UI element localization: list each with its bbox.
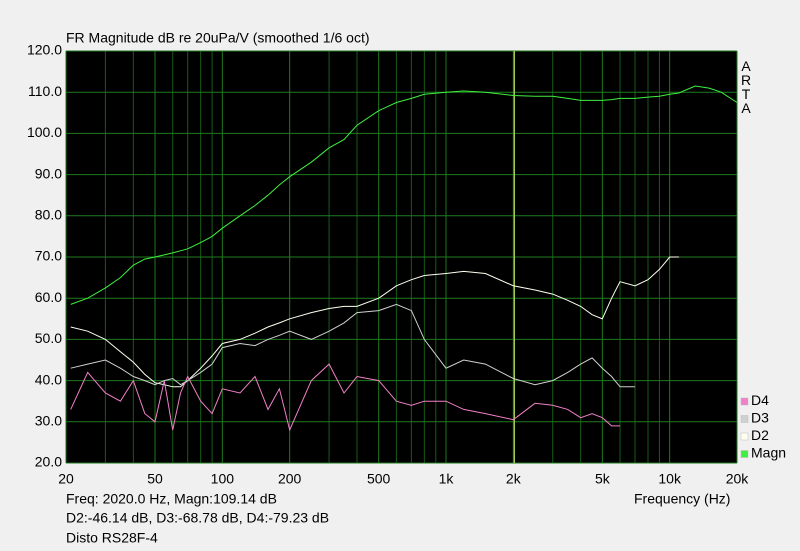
readout: Disto RS28F-4	[66, 530, 158, 546]
x-tick-label: 500	[367, 471, 391, 487]
legend-swatch	[740, 432, 749, 441]
y-tick-label: 110.0	[28, 83, 62, 99]
y-tick-label: 40.0	[35, 371, 62, 387]
y-tick-label: 60.0	[35, 289, 62, 305]
x-tick-label: 10k	[658, 471, 682, 487]
legend-label: D2	[751, 427, 769, 443]
series-line	[70, 85, 738, 305]
x-tick-label: 2k	[506, 471, 522, 487]
legend-label: D3	[751, 410, 769, 426]
y-tick-label: 50.0	[35, 330, 62, 346]
y-tick-label: 80.0	[35, 207, 62, 223]
y-tick-label: 100.0	[27, 124, 62, 140]
x-tick-label: 20	[58, 471, 74, 487]
x-tick-label: 200	[278, 471, 302, 487]
readout: Freq: 2020.0 Hz, Magn:109.14 dB	[66, 491, 277, 507]
legend-swatch	[740, 397, 749, 406]
x-tick-label: 20k	[726, 471, 750, 487]
legend-swatch	[740, 450, 749, 458]
chart-title: FR Magnitude dB re 20uPa/V (smoothed 1/6…	[66, 30, 370, 46]
series-line	[70, 303, 635, 388]
series-line	[70, 256, 679, 388]
y-tick-label: 20.0	[35, 454, 62, 470]
x-tick-label: 100	[211, 471, 235, 487]
y-tick-label: 70.0	[35, 248, 62, 264]
y-tick-label: 30.0	[35, 413, 62, 429]
y-tick-label: 120.0	[27, 42, 62, 58]
x-tick-label: 5k	[595, 471, 611, 487]
y-tick-label: 90.0	[35, 165, 62, 181]
x-tick-label: 1k	[439, 471, 455, 487]
legend-swatch	[740, 415, 749, 423]
series-line	[70, 363, 620, 432]
side-label: ARTA	[738, 58, 754, 114]
readout: D2:-46.14 dB, D3:-68.78 dB, D4:-79.23 dB	[66, 510, 329, 526]
legend-label: D4	[751, 392, 769, 408]
x-axis-label: Frequency (Hz)	[634, 491, 730, 507]
x-tick-label: 50	[147, 471, 163, 487]
legend-label: Magn	[751, 445, 786, 461]
